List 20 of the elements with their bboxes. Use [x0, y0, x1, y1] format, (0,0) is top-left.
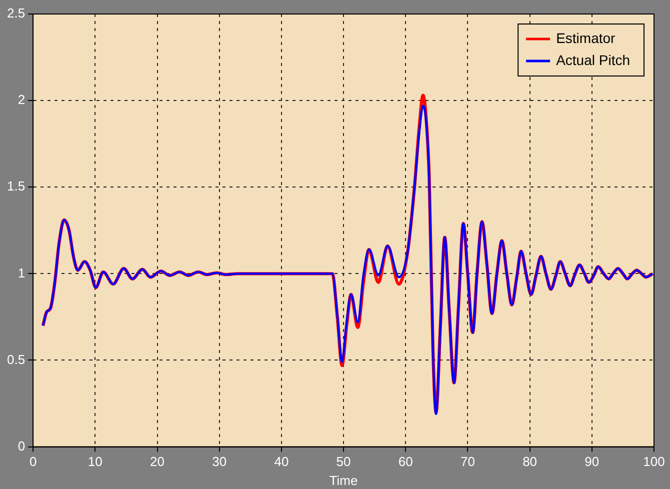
x-tick-label: 40 — [274, 454, 289, 470]
x-tick-label: 20 — [150, 454, 164, 470]
y-tick-label: 0.5 — [6, 352, 26, 367]
y-tick-label: 1 — [18, 265, 26, 280]
x-tick-label: 80 — [522, 454, 538, 470]
x-tick-label: 90 — [584, 454, 600, 470]
legend-label: Estimator — [556, 30, 616, 46]
x-tick-label: 60 — [398, 454, 413, 470]
x-tick-label: 30 — [212, 454, 227, 470]
x-tick-label: 10 — [88, 454, 102, 470]
y-tick-label: 2.5 — [6, 6, 26, 21]
legend-label: Actual Pitch — [556, 52, 630, 68]
y-tick-label: 0 — [18, 438, 26, 454]
x-axis-title: Time — [329, 472, 358, 488]
x-tick-label: 100 — [643, 454, 665, 470]
x-tick-label: 70 — [460, 454, 475, 470]
x-tick-label: 50 — [336, 454, 351, 470]
x-tick-label: 0 — [29, 454, 37, 470]
y-tick-label: 2 — [18, 92, 26, 108]
y-tick-label: 1.5 — [6, 178, 26, 194]
